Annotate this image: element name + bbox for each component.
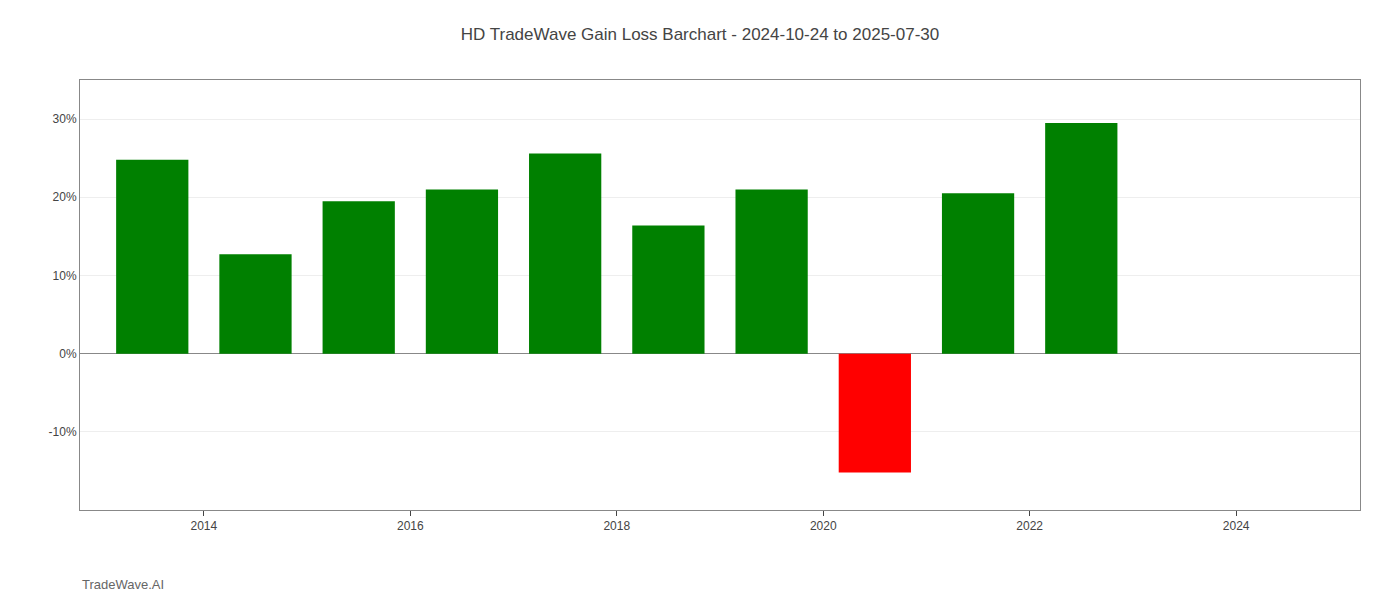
svg-text:0%: 0% bbox=[59, 347, 77, 361]
svg-text:2014: 2014 bbox=[191, 519, 218, 533]
svg-text:2024: 2024 bbox=[1223, 519, 1250, 533]
svg-text:HD TradeWave Gain Loss Barchar: HD TradeWave Gain Loss Barchart - 2024-1… bbox=[461, 25, 939, 44]
svg-text:2022: 2022 bbox=[1016, 519, 1043, 533]
svg-text:TradeWave.AI: TradeWave.AI bbox=[82, 577, 164, 592]
svg-text:20%: 20% bbox=[53, 190, 77, 204]
svg-text:2016: 2016 bbox=[397, 519, 424, 533]
svg-text:-10%: -10% bbox=[49, 425, 77, 439]
svg-text:2018: 2018 bbox=[603, 519, 630, 533]
svg-text:2020: 2020 bbox=[810, 519, 837, 533]
svg-text:10%: 10% bbox=[53, 269, 77, 283]
svg-text:30%: 30% bbox=[53, 112, 77, 126]
